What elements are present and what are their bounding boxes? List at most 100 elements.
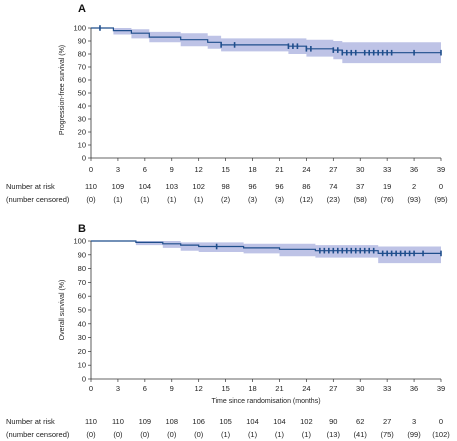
y-tick-label: 100 <box>73 237 86 246</box>
panel-b-label: B <box>78 223 86 235</box>
at-risk-count: 105 <box>219 417 232 426</box>
y-tick-label: 90 <box>78 250 86 259</box>
x-tick-label: 0 <box>89 165 93 174</box>
x-tick-label: 33 <box>383 384 391 393</box>
panel-b-censored-header: (number censored) <box>6 430 70 439</box>
at-risk-count: 102 <box>300 417 313 426</box>
censored-count: (1) <box>167 195 177 204</box>
at-risk-count: 27 <box>383 417 391 426</box>
at-risk-count: 19 <box>383 182 391 191</box>
x-tick-label: 21 <box>275 384 283 393</box>
panel-b-confidence-band <box>91 241 441 264</box>
at-risk-count: 109 <box>112 182 125 191</box>
censored-count: (1) <box>140 195 150 204</box>
x-tick-label: 9 <box>170 384 174 393</box>
x-tick-label: 3 <box>116 165 120 174</box>
censored-count: (0) <box>140 430 150 439</box>
at-risk-count: 90 <box>329 417 337 426</box>
at-risk-count: 74 <box>329 182 337 191</box>
panel-b-xlabel: Time since randomisation (months) <box>211 398 320 405</box>
censored-count: (23) <box>327 195 341 204</box>
at-risk-count: 106 <box>192 417 205 426</box>
at-risk-count: 102 <box>192 182 205 191</box>
y-tick-label: 10 <box>78 361 86 370</box>
y-tick-label: 60 <box>78 76 86 85</box>
censored-count: (93) <box>407 195 421 204</box>
at-risk-count: 110 <box>85 182 97 191</box>
y-tick-label: 60 <box>78 292 86 301</box>
censored-count: (99) <box>407 430 421 439</box>
panel-a-risk-table: Number at risk (number censored) 110 (0) 1… <box>6 182 448 204</box>
x-tick-label: 30 <box>356 165 364 174</box>
censored-count: (102) <box>432 430 450 439</box>
y-tick-label: 0 <box>82 154 86 163</box>
x-tick-label: 27 <box>329 165 337 174</box>
y-tick-label: 40 <box>78 319 86 328</box>
x-tick-label: 36 <box>410 165 418 174</box>
censored-count: (95) <box>434 195 448 204</box>
at-risk-count: 104 <box>246 417 259 426</box>
y-tick-label: 80 <box>78 264 86 273</box>
censored-count: (1) <box>275 430 285 439</box>
x-tick-label: 0 <box>89 384 93 393</box>
censored-count: (1) <box>221 430 231 439</box>
at-risk-count: 108 <box>166 417 179 426</box>
censored-count: (3) <box>275 195 285 204</box>
panel-a-ylabel: Progression-free survival (%) <box>59 45 66 135</box>
at-risk-count: 96 <box>248 182 256 191</box>
panel-b-survival-curve <box>91 240 441 254</box>
censored-count: (1) <box>302 430 312 439</box>
confidence-band <box>91 241 441 264</box>
panel-b-chart: B Overall survival (%) Time since random… <box>6 223 450 439</box>
at-risk-count: 103 <box>166 182 179 191</box>
y-tick-label: 30 <box>78 115 86 124</box>
censored-count: (76) <box>380 195 394 204</box>
at-risk-count: 0 <box>439 417 443 426</box>
y-tick-label: 70 <box>78 278 86 287</box>
y-tick-label: 50 <box>78 306 86 315</box>
x-tick-label: 12 <box>195 384 203 393</box>
x-tick-label: 6 <box>143 165 147 174</box>
censored-count: (1) <box>248 430 258 439</box>
at-risk-count: 104 <box>273 417 286 426</box>
at-risk-count: 3 <box>412 417 416 426</box>
censored-count: (1) <box>113 195 123 204</box>
at-risk-count: 2 <box>412 182 416 191</box>
censored-count: (0) <box>113 430 123 439</box>
y-tick-label: 90 <box>78 37 86 46</box>
y-tick-label: 80 <box>78 50 86 59</box>
y-tick-label: 40 <box>78 102 86 111</box>
censored-count: (1) <box>194 195 204 204</box>
x-tick-label: 24 <box>302 384 310 393</box>
x-tick-label: 15 <box>221 165 229 174</box>
x-tick-label: 33 <box>383 165 391 174</box>
at-risk-count: 96 <box>275 182 283 191</box>
censored-count: (0) <box>194 430 204 439</box>
panel-b-ylabel: Overall survival (%) <box>59 280 66 341</box>
x-tick-label: 3 <box>116 384 120 393</box>
panel-b-risk-table: Number at risk (number censored) 110 (0) 1… <box>6 417 450 439</box>
y-tick-label: 100 <box>73 24 86 33</box>
at-risk-count: 62 <box>356 417 364 426</box>
y-tick-label: 10 <box>78 141 86 150</box>
x-tick-label: 39 <box>437 384 445 393</box>
x-tick-label: 27 <box>329 384 337 393</box>
panel-a-chart: A Progression-free survival (%) 01020304… <box>6 3 448 204</box>
censored-count: (58) <box>354 195 368 204</box>
x-tick-label: 15 <box>221 384 229 393</box>
x-tick-label: 18 <box>248 384 256 393</box>
censored-count: (13) <box>327 430 341 439</box>
censored-count: (0) <box>86 195 96 204</box>
censored-count: (75) <box>380 430 394 439</box>
at-risk-count: 109 <box>139 417 152 426</box>
censored-count: (2) <box>221 195 231 204</box>
at-risk-count: 0 <box>439 182 443 191</box>
x-tick-label: 18 <box>248 165 256 174</box>
panel-b-censor-marks <box>215 243 442 257</box>
y-tick-label: 30 <box>78 333 86 342</box>
panel-a-censor-marks <box>99 25 442 56</box>
x-tick-label: 36 <box>410 384 418 393</box>
x-tick-label: 39 <box>437 165 445 174</box>
